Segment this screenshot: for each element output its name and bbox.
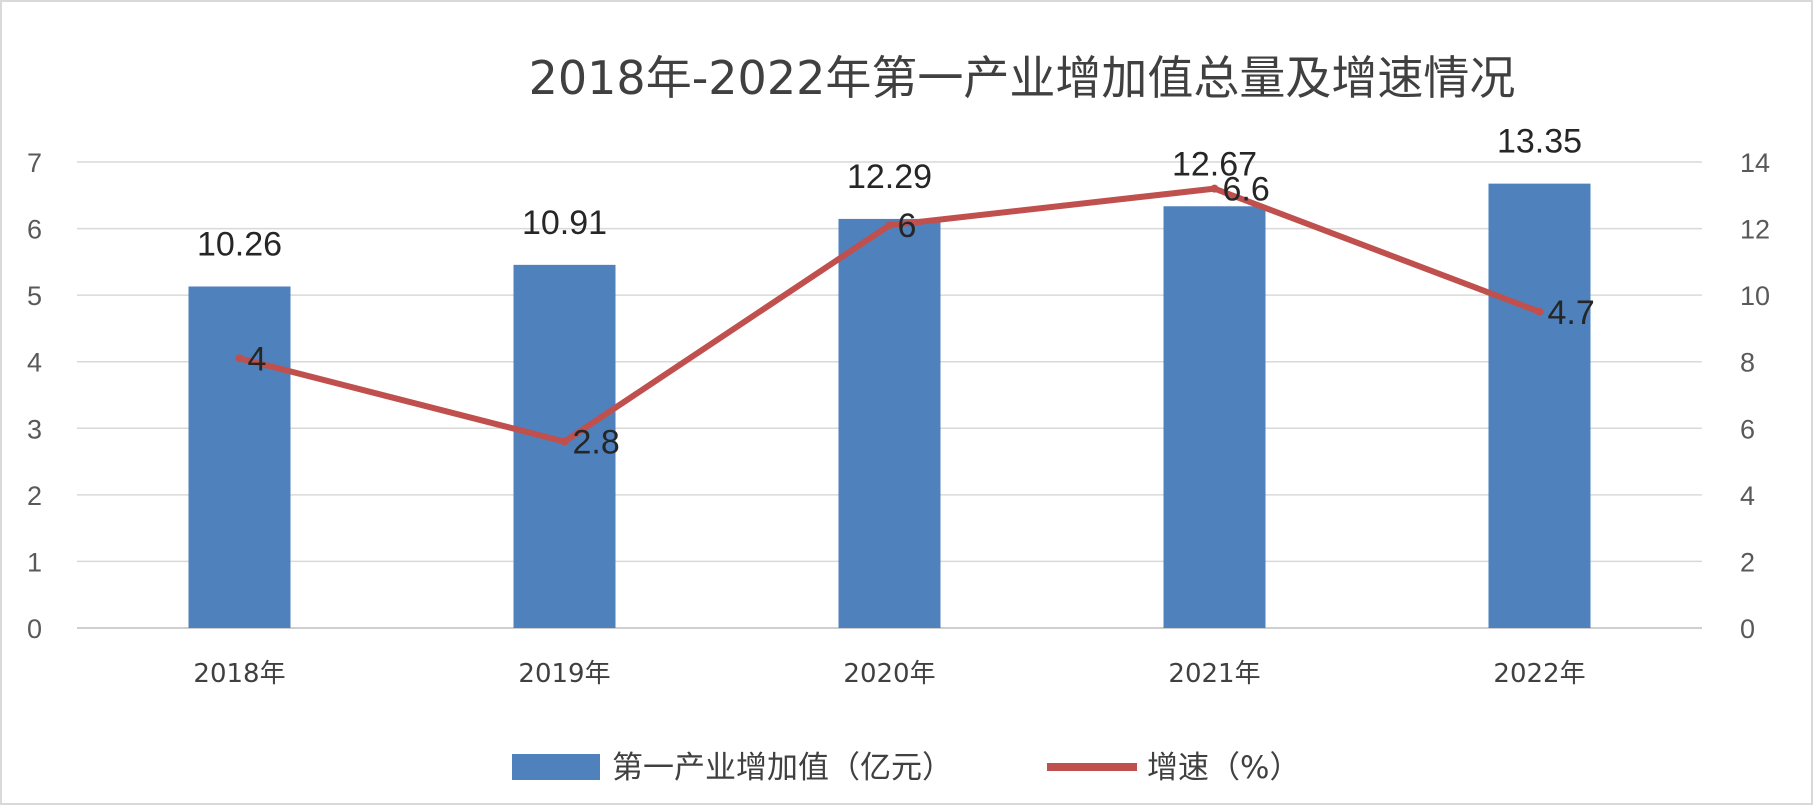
left-tick-label: 5 — [27, 281, 42, 311]
line-point — [1535, 307, 1544, 316]
left-tick-label: 6 — [27, 215, 42, 245]
line-data-label: 6 — [898, 207, 917, 245]
bar-data-label: 13.35 — [1497, 123, 1582, 161]
line-point — [235, 354, 244, 363]
category-label: 2020年 — [843, 659, 935, 689]
chart-title: 2018年-2022年第一产业增加值总量及增速情况 — [529, 51, 1516, 105]
right-tick-label: 0 — [1740, 614, 1755, 644]
legend-line-label: 增速（%） — [1147, 750, 1300, 786]
line-data-label: 2.8 — [573, 424, 620, 462]
right-tick-label: 10 — [1740, 281, 1770, 311]
bar-data-label: 10.91 — [522, 204, 607, 242]
bar-data-label: 10.26 — [197, 225, 282, 263]
bar — [1163, 206, 1266, 628]
category-label: 2019年 — [518, 659, 610, 689]
line-data-label: 4.7 — [1548, 294, 1595, 332]
legend-bar-swatch — [512, 754, 600, 780]
bar-data-label: 12.29 — [847, 158, 932, 196]
left-tick-label: 1 — [27, 547, 42, 577]
category-label: 2018年 — [193, 659, 285, 689]
left-tick-label: 7 — [27, 148, 42, 178]
line-point — [560, 437, 569, 446]
bar-series — [188, 183, 1591, 628]
right-axis: 0 2 4 6 8 10 12 14 — [1740, 148, 1770, 644]
category-label: 2021年 — [1168, 659, 1260, 689]
right-tick-label: 12 — [1740, 215, 1770, 245]
bar — [838, 218, 941, 628]
right-tick-label: 8 — [1740, 348, 1755, 378]
right-tick-label: 6 — [1740, 414, 1755, 444]
bar-data-label: 12.67 — [1172, 145, 1257, 183]
left-tick-label: 2 — [27, 481, 42, 511]
line-data-label: 4 — [248, 340, 267, 378]
bar — [513, 264, 616, 628]
left-tick-label: 3 — [27, 414, 42, 444]
right-tick-label: 14 — [1740, 148, 1770, 178]
data-labels: 10.26 10.91 12.29 12.67 13.35 4 2.8 6 6.6 4.7 — [197, 123, 1595, 462]
left-tick-label: 0 — [27, 614, 42, 644]
legend: 第一产业增加值（亿元） 增速（%） — [512, 750, 1300, 786]
line-data-label: 6.6 — [1223, 171, 1270, 209]
left-tick-label: 4 — [27, 348, 42, 378]
bar — [1488, 183, 1591, 628]
category-label: 2022年 — [1493, 659, 1585, 689]
category-axis: 2018年 2019年 2020年 2021年 2022年 — [193, 659, 1585, 689]
legend-bar-label: 第一产业增加值（亿元） — [612, 750, 953, 786]
line-point — [885, 221, 894, 230]
left-axis: 0 1 2 3 4 5 6 7 — [27, 148, 42, 644]
line-series — [235, 184, 1544, 446]
bar — [188, 286, 291, 628]
line-point — [1210, 184, 1219, 193]
right-tick-label: 2 — [1740, 547, 1755, 577]
right-tick-label: 4 — [1740, 481, 1755, 511]
